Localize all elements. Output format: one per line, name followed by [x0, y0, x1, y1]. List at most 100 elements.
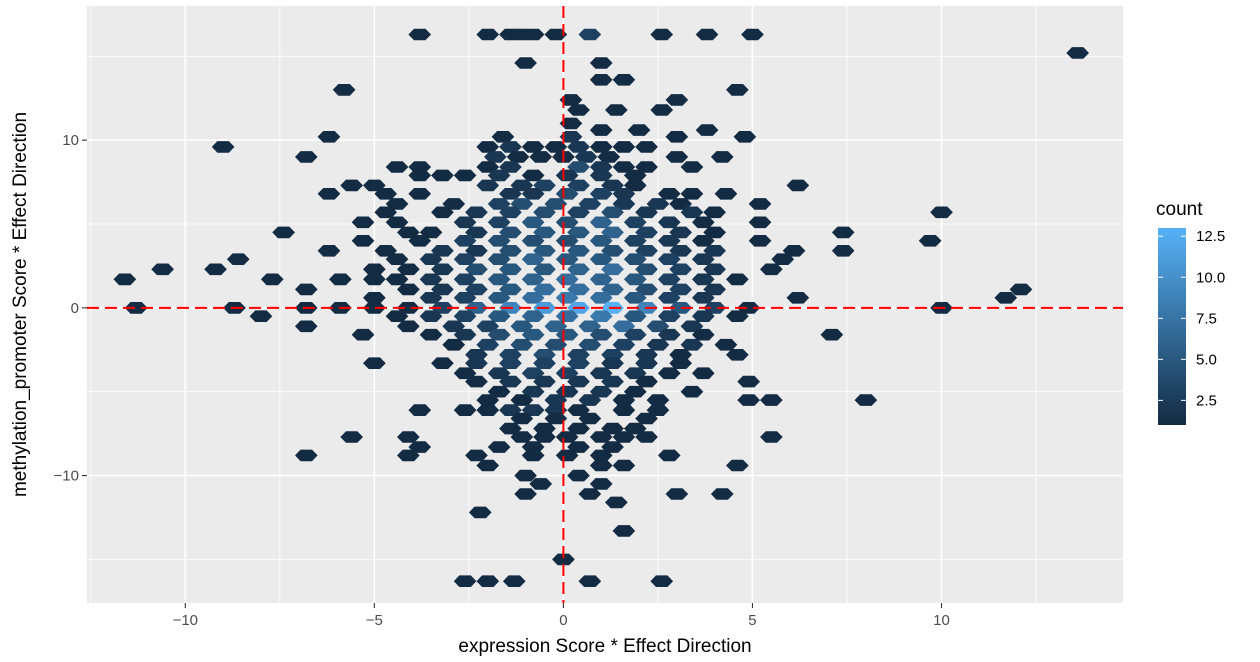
hex-bin [499, 141, 522, 153]
hex-bin [476, 141, 500, 153]
hex-bin [510, 338, 534, 351]
hex-bin [601, 375, 624, 388]
hex-bin [692, 328, 715, 341]
hex-bin [521, 328, 545, 341]
hex-bin [408, 235, 432, 247]
hex-bin [559, 131, 583, 143]
hex-bin [453, 216, 477, 229]
hex-bin [555, 253, 579, 265]
hex-bin [665, 151, 689, 163]
legend-tick-label: 7.5 [1196, 310, 1217, 327]
hex-bin [514, 57, 537, 69]
hex-bin [650, 28, 674, 41]
x-tick-label: 5 [748, 612, 756, 629]
hex-bin [499, 375, 522, 388]
hex-bin [419, 328, 443, 341]
hex-bin [521, 216, 545, 229]
hex-bin [612, 431, 636, 443]
x-tick-label: −5 [366, 612, 383, 629]
hex-bin [714, 338, 738, 351]
hex-bin [589, 141, 613, 153]
hex-bin [605, 104, 628, 116]
hex-bin [317, 131, 341, 143]
hex-bin [930, 206, 953, 219]
hex-bin [363, 263, 386, 276]
hex-bin [555, 216, 579, 229]
hex-bin [703, 263, 726, 276]
hex-bin [351, 328, 375, 341]
hex-bin [476, 459, 500, 472]
hex-bin [854, 394, 878, 406]
hex-bin [510, 412, 534, 425]
hex-bin [635, 141, 658, 153]
hex-bin [491, 131, 515, 143]
hex-bin [555, 449, 579, 462]
hex-bin [760, 263, 783, 276]
hex-bin [623, 216, 647, 229]
hex-bin [521, 449, 545, 462]
hex-bin [506, 151, 530, 163]
hex-bin [487, 235, 511, 247]
hex-bin [487, 216, 511, 229]
legend-tick-label: 2.5 [1196, 392, 1217, 409]
hex-bin [737, 394, 760, 406]
hex-bin [612, 394, 636, 406]
hex-bin [476, 404, 500, 416]
hex-bin [650, 104, 674, 116]
hex-bin [317, 188, 341, 200]
hex-bin [680, 188, 704, 200]
hex-bin [521, 273, 545, 286]
hex-bin [623, 292, 647, 304]
hex-bin [419, 273, 443, 286]
hex-bin [635, 412, 658, 425]
hex-bin [589, 188, 613, 200]
hex-bin [695, 124, 719, 136]
hex-bin [487, 328, 511, 341]
hex-bin [612, 188, 636, 200]
hex-bin [351, 216, 375, 229]
hex-bin [465, 357, 488, 369]
hex-bin [555, 188, 579, 200]
hex-bin [589, 57, 613, 69]
hex-bin [1009, 283, 1033, 296]
hex-bin [226, 253, 250, 265]
hex-bin [465, 206, 488, 219]
hex-bin [419, 292, 443, 304]
hex-bin [657, 188, 681, 200]
hex-bin [533, 357, 556, 369]
hex-bin [918, 235, 942, 247]
hex-bin [669, 357, 692, 369]
hex-bin [484, 151, 507, 163]
hex-bin [431, 357, 454, 369]
hex-bin [385, 273, 409, 286]
hex-bin [589, 431, 613, 443]
hex-bin [680, 385, 704, 398]
hex-bin [646, 394, 670, 406]
hex-bin [555, 292, 579, 304]
hex-bin [578, 338, 602, 351]
hex-bin [710, 488, 734, 500]
hex-bin [726, 310, 749, 322]
hex-bin [487, 310, 511, 322]
hex-bin [567, 206, 590, 219]
hex-bin [657, 273, 681, 286]
hex-bin [589, 273, 613, 286]
legend-ticks: 2.5 5.0 7.5 10.0 12.5 [1158, 228, 1225, 409]
hex-bin [465, 263, 488, 276]
hex-bin [419, 253, 443, 265]
hex-bin [476, 28, 500, 41]
hex-bin [465, 375, 488, 388]
hex-bin [1066, 47, 1089, 59]
hex-bin [680, 161, 704, 173]
hex-bin [453, 235, 477, 247]
hex-bin [295, 283, 318, 296]
hex-bin [692, 235, 715, 247]
hex-bin [249, 310, 273, 322]
legend-title: count [1156, 199, 1203, 220]
hex-bin [124, 302, 148, 314]
hex-bin [680, 338, 704, 351]
hex-bin [567, 141, 590, 153]
hex-bin [623, 235, 647, 247]
hex-bin [657, 310, 681, 322]
hex-bin [476, 338, 500, 351]
